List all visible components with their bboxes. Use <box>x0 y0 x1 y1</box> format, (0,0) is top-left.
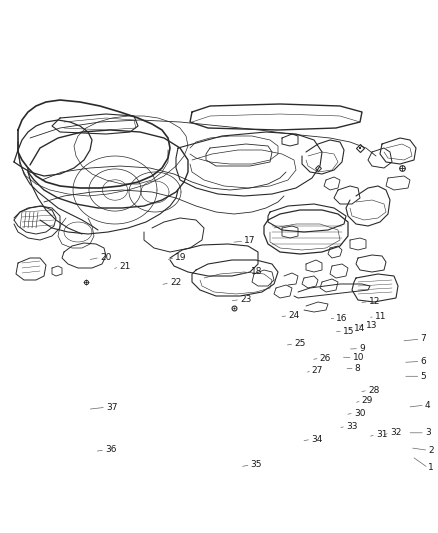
Text: 1: 1 <box>428 464 434 472</box>
Text: 24: 24 <box>288 311 300 320</box>
Text: 14: 14 <box>354 325 365 333</box>
Text: 33: 33 <box>346 422 357 431</box>
Text: 20: 20 <box>100 253 111 262</box>
Text: 28: 28 <box>368 386 379 394</box>
Text: 11: 11 <box>375 312 386 321</box>
Text: 12: 12 <box>369 297 380 306</box>
Text: 26: 26 <box>320 354 331 362</box>
Text: 32: 32 <box>390 429 401 437</box>
Text: 16: 16 <box>336 314 348 322</box>
Text: 25: 25 <box>294 340 306 348</box>
Text: 35: 35 <box>251 461 262 469</box>
Text: 37: 37 <box>106 403 117 411</box>
Text: 27: 27 <box>312 366 323 375</box>
Text: 15: 15 <box>343 327 354 336</box>
Text: 36: 36 <box>105 446 117 454</box>
Text: 5: 5 <box>420 372 426 381</box>
Text: 19: 19 <box>175 253 187 262</box>
Text: 9: 9 <box>359 344 365 353</box>
Text: 29: 29 <box>362 397 373 405</box>
Text: 17: 17 <box>244 237 256 245</box>
Text: 23: 23 <box>240 295 251 304</box>
Text: 30: 30 <box>354 409 365 417</box>
Text: 10: 10 <box>353 353 364 362</box>
Text: 22: 22 <box>170 278 181 287</box>
Text: 3: 3 <box>425 429 431 437</box>
Text: 21: 21 <box>119 262 131 271</box>
Text: 6: 6 <box>420 357 426 366</box>
Text: 13: 13 <box>366 321 377 330</box>
Text: 4: 4 <box>425 401 431 409</box>
Text: 34: 34 <box>311 435 322 443</box>
Text: 7: 7 <box>420 335 426 343</box>
Text: 18: 18 <box>251 268 262 276</box>
Text: 2: 2 <box>428 446 434 455</box>
Text: 31: 31 <box>376 430 387 439</box>
Text: 8: 8 <box>355 364 360 373</box>
